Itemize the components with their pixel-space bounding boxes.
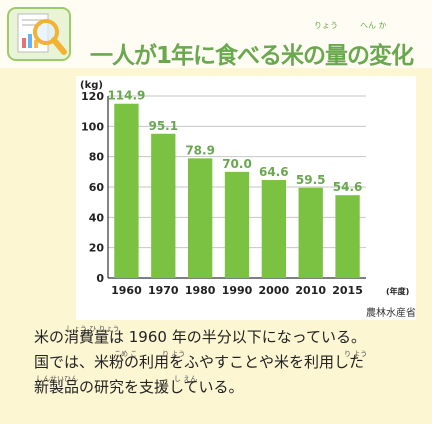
bar-value-label: 54.6 bbox=[333, 180, 363, 194]
bar-value-label: 78.9 bbox=[185, 143, 215, 157]
x-tick-label: 2000 bbox=[259, 284, 290, 297]
bar bbox=[224, 171, 250, 278]
x-tick-label: 1960 bbox=[111, 284, 142, 297]
bar bbox=[114, 103, 139, 278]
bar-value-label: 59.5 bbox=[296, 173, 326, 187]
bar bbox=[187, 158, 213, 278]
y-tick-label: 100 bbox=[81, 120, 104, 133]
body-line-2-ruby-a: こめ こ bbox=[114, 350, 138, 358]
bar-chart: (kg) 0 20 40 60 80 100 120 114.9 1960 95.1 1970 78.9… bbox=[76, 76, 416, 320]
bar bbox=[151, 133, 176, 278]
y-tick-label: 120 bbox=[81, 90, 104, 103]
bar-value-label: 64.6 bbox=[259, 165, 289, 179]
body-line-1: しょう ひ りょう 米の消費量は 1960 年の半分以下になっている。 bbox=[34, 320, 428, 346]
x-tick-label: 2010 bbox=[295, 284, 326, 297]
body-text: しょう ひ りょう 米の消費量は 1960 年の半分以下になっている。 こめ こ… bbox=[34, 320, 428, 396]
y-tick-label: 60 bbox=[89, 181, 105, 194]
y-axis-unit: (kg) bbox=[80, 80, 103, 91]
body-line-3-ruby-b: し えん bbox=[174, 375, 198, 383]
body-line-3-ruby-a: しんせいひん bbox=[36, 375, 78, 383]
bar bbox=[298, 187, 323, 278]
x-tick-label: 1980 bbox=[185, 284, 216, 297]
y-tick-label: 20 bbox=[89, 242, 105, 255]
body-line-1-ruby: しょう ひ りょう bbox=[66, 325, 120, 333]
body-line-3-text: 新製品の研究を支援している。 bbox=[34, 378, 244, 396]
x-tick-label: 2015 bbox=[332, 284, 363, 297]
title-ruby-ryou: りょう bbox=[314, 21, 338, 30]
body-line-2-text: 国では、米粉の利用をふやすことや米を利用した bbox=[34, 353, 365, 371]
y-tick-label: 0 bbox=[96, 272, 104, 285]
y-tick-label: 80 bbox=[89, 151, 105, 164]
x-tick-label: 1990 bbox=[222, 284, 253, 297]
body-line-2-ruby-c: り よう bbox=[344, 350, 368, 358]
bar bbox=[261, 180, 287, 278]
title-ruby-henka: へん か bbox=[360, 21, 387, 30]
page-title: 一人が1年に食べる米の量の変化 bbox=[90, 43, 414, 69]
body-line-1-text: 米の消費量は 1960 年の半分以下になっている。 bbox=[34, 328, 366, 346]
body-line-3: しんせいひん し えん 新製品の研究を支援している。 bbox=[34, 370, 428, 396]
y-tick-label: 40 bbox=[89, 211, 105, 224]
header: りょう へん か 一人が1年に食べる米の量の変化 bbox=[0, 0, 432, 69]
x-axis-unit: (年度) bbox=[386, 286, 409, 296]
magnifier-chart-icon bbox=[6, 6, 72, 62]
bar-chart-svg: (kg) 0 20 40 60 80 100 120 114.9 1960 95.1 1970 78.9… bbox=[80, 80, 409, 297]
body-line-2-ruby-b: り よう bbox=[162, 350, 186, 358]
body-line-2: こめ こ り よう り よう 国では、米粉の利用をふやすことや米を利用した bbox=[34, 345, 428, 371]
bar-value-label: 70.0 bbox=[222, 157, 252, 171]
x-tick-label: 1970 bbox=[148, 284, 179, 297]
source-credit: 農林水産省 bbox=[366, 308, 416, 319]
bar bbox=[335, 195, 360, 278]
bar-value-label: 95.1 bbox=[148, 119, 178, 133]
bar-value-label: 114.9 bbox=[107, 89, 145, 103]
